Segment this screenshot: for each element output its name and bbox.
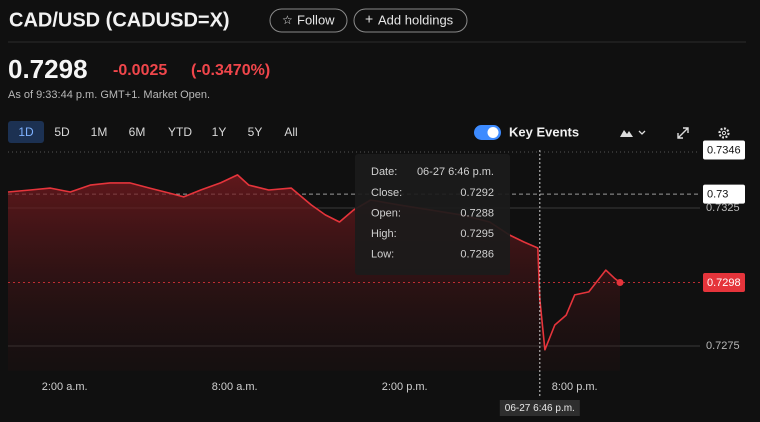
crosshair-label-box (499, 400, 580, 416)
tooltip-row-value: 0.7295 (460, 228, 494, 240)
expand-icon (677, 127, 689, 139)
tooltip-row-value: 0.7288 (460, 207, 494, 219)
crosshair-label: 06-27 6:46 p.m. (505, 403, 575, 414)
tab-label: All (284, 125, 297, 139)
change: -0.0025 (113, 62, 167, 79)
chart: 0.7275 0.7325 0.7346 0.73 0.7298 2:00 a.m. 8:0… (7, 140, 745, 416)
tab-label: 1Y (212, 125, 227, 139)
range-tab[interactable]: 6M (129, 125, 146, 139)
tooltip-row-label: Open: (371, 207, 401, 219)
range-tab[interactable]: 1Y (212, 125, 227, 139)
key-events-label: Key Events (509, 124, 579, 139)
tooltip-box (355, 154, 510, 275)
tab-label: 1M (91, 125, 108, 139)
price: 0.7298 (8, 54, 88, 84)
reference-label: 0.73 (707, 189, 728, 201)
reference-box (703, 184, 745, 204)
follow-label: Follow (297, 12, 335, 27)
tooltip-row-value: 0.7292 (460, 187, 494, 199)
settings-button[interactable] (718, 127, 730, 139)
fullscreen-button[interactable] (677, 127, 689, 139)
tooltip: Date: 06-27 6:46 p.m. Close: 0.7292 Open: 0.7… (355, 154, 510, 275)
caret-icon (638, 130, 646, 135)
tooltip-row-label: Low: (371, 248, 394, 260)
mountain-icon (620, 130, 633, 137)
range-tab[interactable]: 1D (8, 121, 44, 143)
chart-type-button[interactable] (620, 130, 646, 137)
high-marker-label: 0.7346 (707, 144, 741, 156)
toggle-knob (487, 127, 499, 138)
range-tab[interactable]: All (284, 125, 297, 139)
x-tick-label: 8:00 p.m. (552, 381, 598, 393)
tooltip-date: 06-27 6:46 p.m. (417, 166, 494, 178)
range-tab[interactable]: 5Y (248, 125, 263, 139)
tooltip-row-label: High: (371, 228, 397, 240)
x-tick-label: 2:00 p.m. (382, 381, 428, 393)
tab-label: 5D (54, 125, 70, 139)
range-tabs: 1D 5D 1M 6M YTD 1Y 5Y All (8, 121, 298, 143)
add-holdings-button[interactable]: + Add holdings (353, 8, 468, 33)
title: CAD/USD (CADUSD=X) (9, 9, 230, 31)
follow-outline (269, 8, 348, 33)
y-tick-label: 0.7325 (706, 202, 740, 214)
add-outline (353, 8, 468, 33)
high-marker-box (703, 140, 745, 160)
range-tab[interactable]: 1M (91, 125, 108, 139)
tab-label: 5Y (248, 125, 263, 139)
last-marker-box (703, 272, 745, 292)
star-icon: ☆ (282, 13, 293, 27)
tooltip-date-label: Date: (371, 166, 397, 178)
gear-icon (718, 127, 730, 139)
plus-icon: + (365, 11, 373, 27)
follow-button[interactable]: ☆ Follow (269, 8, 348, 33)
tooltip-row-value: 0.7286 (460, 248, 494, 260)
tab-label: YTD (168, 125, 192, 139)
range-tab[interactable]: 5D (54, 125, 70, 139)
tooltip-row-label: Close: (371, 187, 402, 199)
tab-label: 1D (18, 125, 34, 139)
x-tick-label: 2:00 a.m. (42, 381, 88, 393)
as-of: As of 9:33:44 p.m. GMT+1. Market Open. (8, 89, 210, 101)
last-marker-label: 0.7298 (707, 277, 741, 289)
x-tick-label: 8:00 a.m. (212, 381, 258, 393)
tab-selected-bg (8, 121, 44, 143)
gear-hub (721, 130, 727, 136)
range-tab[interactable]: YTD (168, 125, 192, 139)
y-tick-label: 0.7275 (706, 340, 740, 352)
price-line (7, 174, 621, 351)
key-events-toggle[interactable]: Key Events (474, 124, 579, 140)
add-holdings-label: Add holdings (378, 12, 454, 27)
tab-label: 6M (129, 125, 146, 139)
change-percent: (-0.3470%) (191, 62, 270, 79)
